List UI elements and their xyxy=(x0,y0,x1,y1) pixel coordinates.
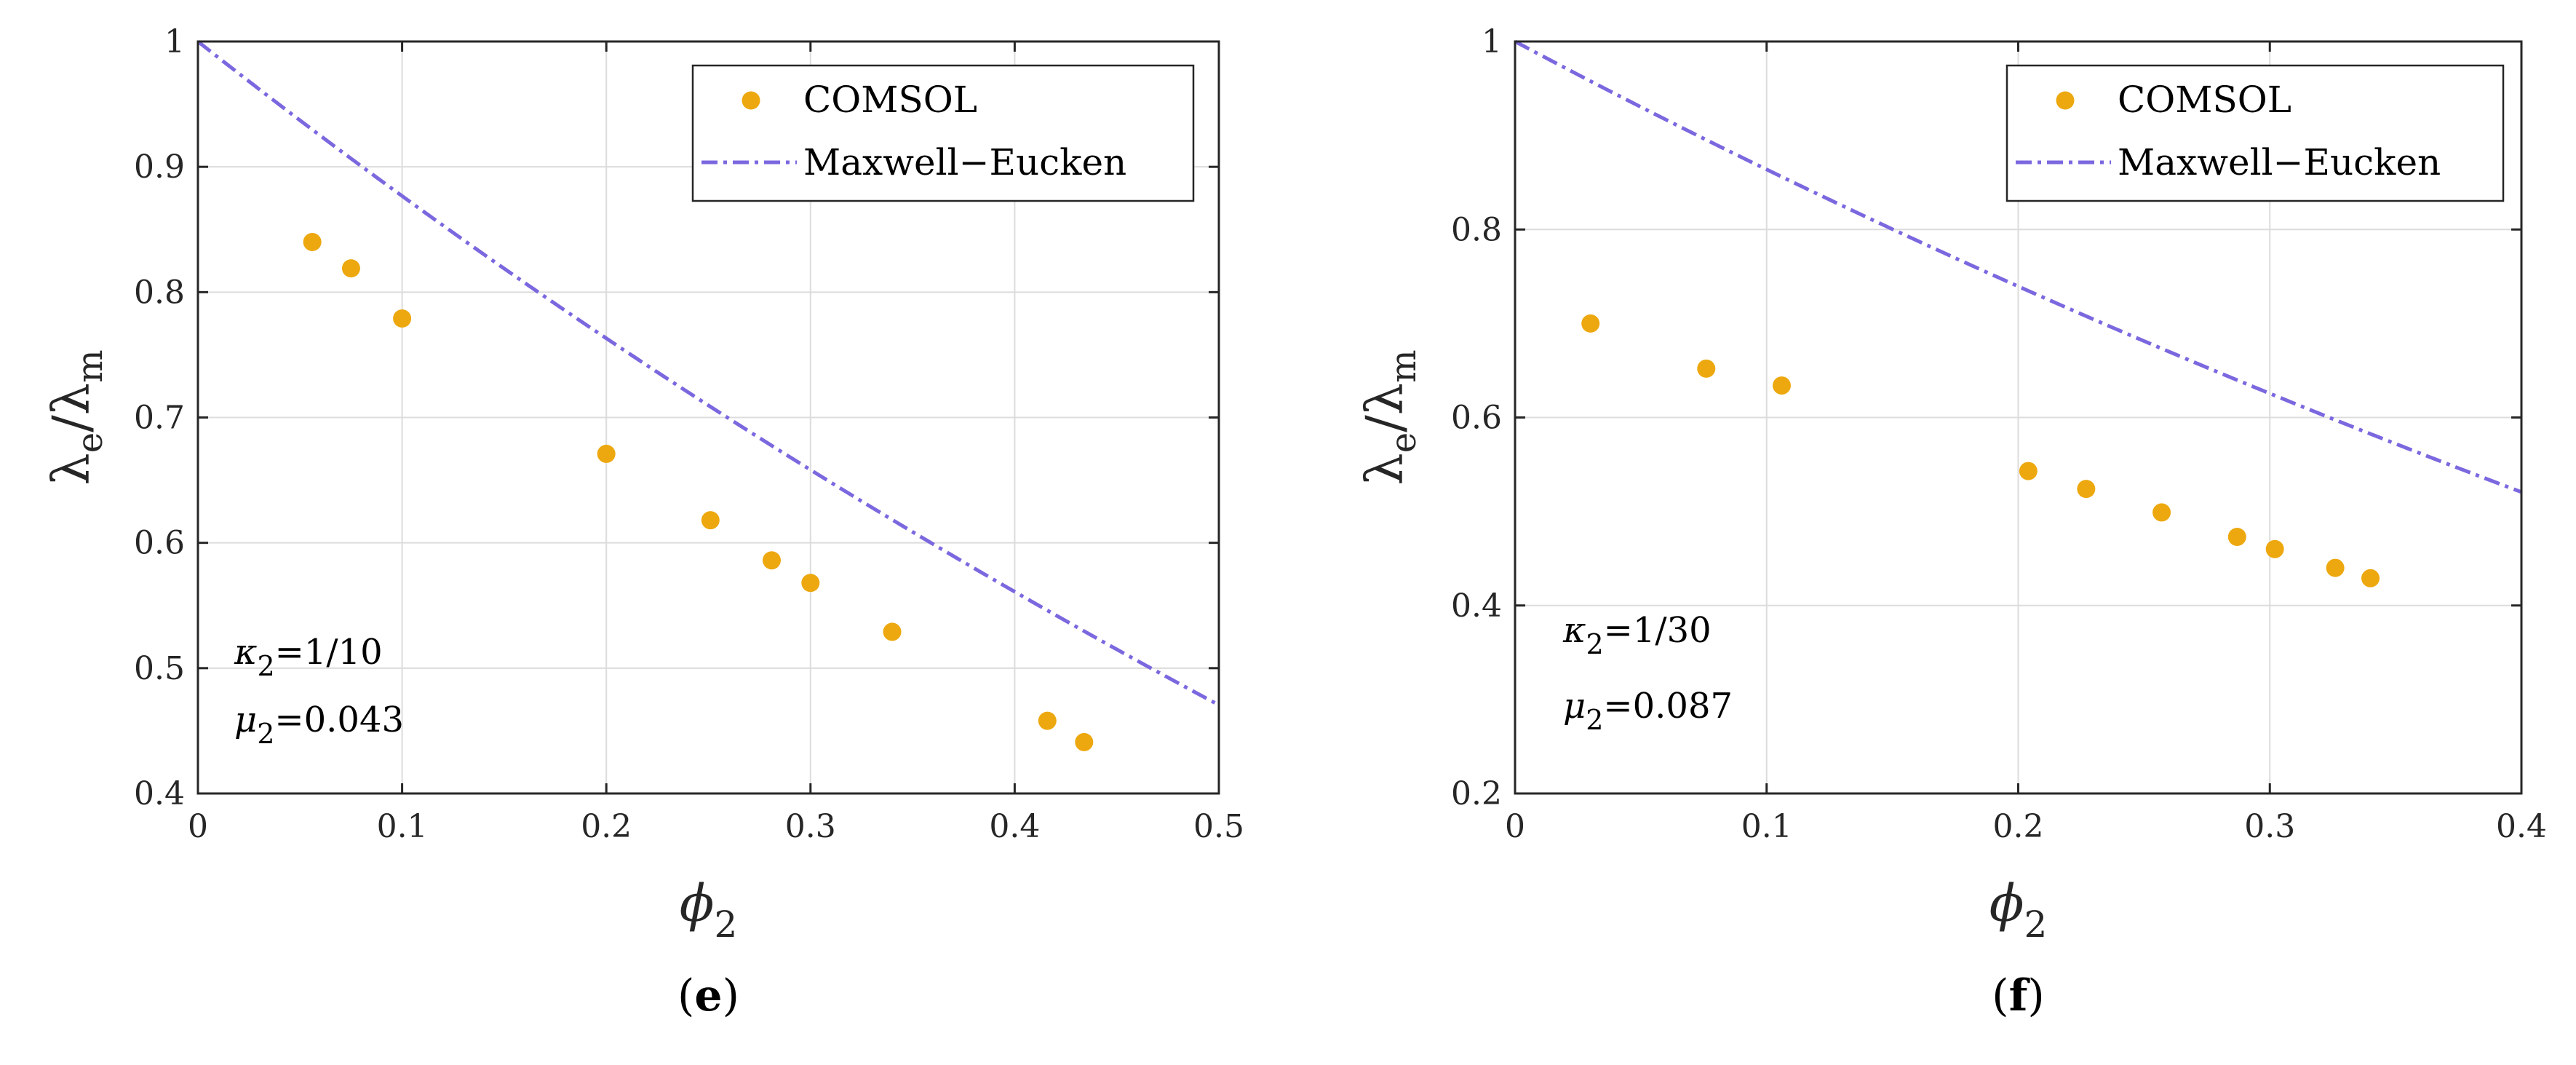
x-axis-label-symbol: ϕ xyxy=(1989,874,2024,933)
annotation-symbol: μ xyxy=(1563,686,1586,727)
y-tick-label: 0.6 xyxy=(134,525,185,562)
data-point-comsol xyxy=(1075,732,1094,751)
data-point-comsol xyxy=(2265,539,2284,558)
annotation-subscript: 2 xyxy=(1586,628,1603,660)
x-tick-label: 0.1 xyxy=(1741,808,1792,845)
annotation: μ2=0.087 xyxy=(1563,686,1733,736)
series-line-maxwell-eucken xyxy=(1514,39,2522,494)
data-point-comsol xyxy=(2152,503,2171,522)
y-axis-label-slash: / xyxy=(1355,415,1415,432)
x-axis-label-symbol: ϕ xyxy=(680,874,715,933)
y-tick-label: 0.6 xyxy=(1451,400,1502,437)
panel-label: (f) xyxy=(1992,970,2045,1021)
data-point-comsol xyxy=(1772,376,1791,395)
y-tick-label: 0.2 xyxy=(1451,775,1502,812)
annotation-value: =0.043 xyxy=(274,700,404,740)
y-axis-label-lambda: λ xyxy=(41,453,101,485)
x-axis-label-subscript: 2 xyxy=(2024,903,2047,946)
legend-label-comsol: COMSOL xyxy=(2118,79,2291,121)
y-tick-label: 0.5 xyxy=(134,650,185,687)
y-tick-label: 0.4 xyxy=(1451,587,1502,625)
data-point-comsol xyxy=(341,259,360,278)
data-point-comsol xyxy=(2077,480,2096,499)
y-tick-label: 0.7 xyxy=(134,400,185,437)
legend-label-maxwell-eucken: Maxwell−Eucken xyxy=(803,141,1126,183)
y-tick-label: 0.8 xyxy=(1451,211,1502,248)
data-point-comsol xyxy=(1038,711,1057,730)
x-axis-label: ϕ2 xyxy=(680,874,738,946)
y-axis-label-lambda2: λ xyxy=(1355,383,1415,415)
annotation-symbol: μ xyxy=(234,700,257,740)
x-tick-label: 0.4 xyxy=(989,808,1040,845)
legend-box xyxy=(691,64,1195,202)
chart-panel-e: 0 0.1 0.2 0.3 0.4 0.50.40.50.60.70.80.91ϕ2λe/… xyxy=(41,23,1244,1021)
x-axis-label-subscript: 2 xyxy=(714,903,737,946)
data-point-comsol xyxy=(2361,569,2380,587)
x-tick-label: 0.1 xyxy=(377,808,428,845)
legend-marker-comsol xyxy=(2056,91,2075,110)
data-point-comsol xyxy=(1581,314,1600,333)
annotation-value: =1/10 xyxy=(275,632,383,673)
panel-label-open: ( xyxy=(677,970,694,1021)
annotation-subscript: 2 xyxy=(257,718,274,750)
panel-label-letter: e xyxy=(694,970,722,1021)
annotation-value: =1/30 xyxy=(1604,610,1712,651)
annotation: μ2=0.043 xyxy=(234,700,404,750)
annotation-value: =0.087 xyxy=(1603,686,1733,727)
x-tick-label: 0.5 xyxy=(1193,808,1244,845)
y-tick-label: 0.4 xyxy=(134,775,185,812)
x-tick-label: 0 xyxy=(1505,808,1525,845)
x-tick-label: 0.2 xyxy=(1993,808,2044,845)
legend-label-maxwell-eucken: Maxwell−Eucken xyxy=(2118,141,2441,183)
y-axis-label-lambda: λ xyxy=(1355,453,1415,485)
y-axis-label: λe/λm xyxy=(1355,349,1424,485)
data-point-comsol xyxy=(2019,462,2038,480)
y-axis-label-lambda2: λ xyxy=(41,383,101,415)
legend-label-comsol: COMSOL xyxy=(803,79,977,121)
series-line-maxwell-eucken xyxy=(196,40,1220,707)
x-tick-label: 0.3 xyxy=(785,808,836,845)
y-axis-label-sub-m: m xyxy=(70,349,111,383)
legend-box xyxy=(2005,64,2505,202)
legend-marker-comsol xyxy=(742,91,760,110)
y-axis-label-sub-e: e xyxy=(1383,432,1424,453)
data-point-comsol xyxy=(701,511,720,530)
y-tick-label: 1 xyxy=(1482,23,1502,60)
data-point-comsol xyxy=(762,551,781,570)
y-axis-label: λe/λm xyxy=(41,349,111,485)
data-point-comsol xyxy=(2227,527,2246,546)
data-point-comsol xyxy=(801,574,820,593)
y-tick-label: 0.8 xyxy=(134,274,185,311)
data-point-comsol xyxy=(303,232,322,251)
data-point-comsol xyxy=(1697,359,1716,378)
x-tick-label: 0.4 xyxy=(2496,808,2547,845)
annotation: κ2=1/30 xyxy=(1562,610,1712,660)
annotation-subscript: 2 xyxy=(1586,704,1603,736)
x-tick-label: 0 xyxy=(188,808,208,845)
data-point-comsol xyxy=(597,444,616,463)
data-point-comsol xyxy=(393,309,412,328)
annotation: κ2=1/10 xyxy=(234,632,383,682)
data-point-comsol xyxy=(883,622,902,641)
x-axis-label: ϕ2 xyxy=(1989,874,2048,946)
y-tick-label: 1 xyxy=(164,23,185,60)
x-tick-label: 0.2 xyxy=(581,808,632,845)
y-axis-label-sub-m: m xyxy=(1383,349,1424,383)
annotation-symbol: κ xyxy=(234,632,257,673)
y-axis-label-slash: / xyxy=(41,415,101,432)
panel-label-close: ) xyxy=(723,970,739,1021)
data-point-comsol xyxy=(2326,558,2345,577)
chart-panel-f: 0 0.1 0.2 0.3 0.40.20.40.60.81ϕ2λe/λmCOMSOLM… xyxy=(1355,23,2547,1021)
x-tick-label: 0.3 xyxy=(2244,808,2295,845)
panel-label-open: ( xyxy=(1992,970,2008,1021)
y-tick-label: 0.9 xyxy=(134,149,185,186)
panel-label-letter: f xyxy=(2009,970,2031,1021)
y-axis-label-sub-e: e xyxy=(70,432,111,453)
panel-label: (e) xyxy=(677,970,739,1021)
annotation-symbol: κ xyxy=(1562,610,1586,651)
annotation-subscript: 2 xyxy=(257,650,274,682)
panel-label-close: ) xyxy=(2027,970,2044,1021)
